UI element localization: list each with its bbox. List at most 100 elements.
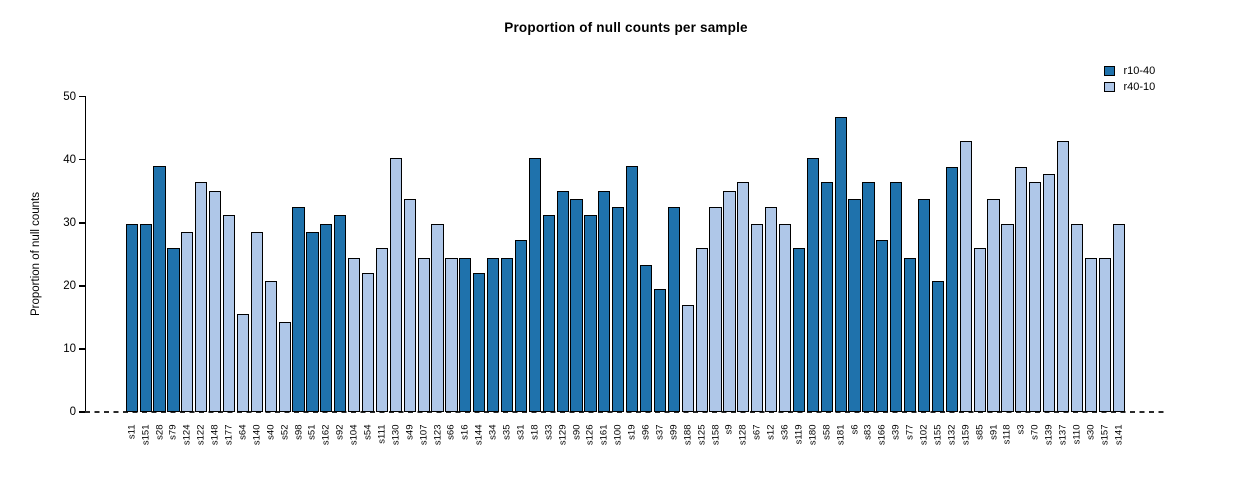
x-axis-label-s91: s91 [988, 424, 1000, 440]
bar-s34 [487, 257, 500, 413]
x-axis-label-s98: s98 [293, 424, 305, 440]
x-axis-label-s110: s110 [1071, 424, 1083, 445]
x-axis-label-s128: s128 [737, 424, 749, 446]
bar-s99 [667, 206, 680, 413]
bar-s111 [375, 248, 389, 413]
x-axis-label-s159: s159 [960, 424, 972, 446]
x-axis-label-s67: s67 [751, 424, 763, 440]
x-axis-label-s148: s148 [209, 424, 221, 446]
x-axis-label-s3: s3 [1015, 424, 1027, 435]
x-axis-label-s31: s31 [515, 424, 527, 440]
legend-item-r40-10: r40-10 [1104, 81, 1155, 93]
legend-item-r10-40: r10-40 [1104, 65, 1155, 77]
x-axis-label-s122: s122 [195, 424, 207, 446]
bar-s159 [959, 141, 972, 413]
bar-s11 [125, 224, 138, 413]
bar-s36 [778, 224, 792, 413]
x-axis-label-s158: s158 [710, 424, 722, 446]
bar-s157 [1098, 257, 1111, 413]
x-axis-label-s64: s64 [237, 424, 249, 440]
x-axis-label-s107: s107 [418, 424, 430, 446]
x-axis-label-s9: s9 [723, 424, 735, 435]
bar-s64 [236, 313, 250, 413]
bar-s181 [834, 116, 847, 413]
bar-s122 [195, 182, 208, 413]
bar-s19 [626, 165, 639, 413]
bar-s148 [209, 191, 222, 413]
x-axis-label-s36: s36 [779, 424, 791, 440]
bar-s98 [292, 206, 305, 413]
x-axis-label-s124: s124 [181, 424, 193, 446]
x-axis-label-s130: s130 [390, 424, 402, 446]
y-axis-tick [79, 95, 85, 98]
bar-s125 [695, 248, 708, 413]
y-axis-line [84, 96, 86, 413]
bar-s9 [723, 191, 736, 413]
bar-s158 [709, 206, 722, 413]
bar-s102 [917, 199, 931, 413]
y-axis-tick-label: 40 [63, 153, 76, 166]
x-axis-label-s144: s144 [473, 424, 485, 446]
x-axis-label-s51: s51 [306, 424, 318, 440]
x-axis-label-s35: s35 [501, 424, 513, 440]
bar-s118 [1001, 224, 1014, 413]
bar-s35 [500, 257, 514, 413]
y-axis-tick-label: 10 [63, 343, 76, 356]
legend-swatch-r40-10 [1104, 81, 1115, 93]
bar-s58 [820, 182, 833, 413]
x-axis-label-s99: s99 [668, 424, 680, 440]
x-axis-label-s40: s40 [265, 424, 277, 440]
bar-s96 [639, 265, 653, 413]
bar-s137 [1056, 141, 1070, 413]
x-axis-label-s33: s33 [543, 424, 555, 440]
bar-s66 [445, 257, 458, 413]
x-axis-label-s141: s141 [1113, 424, 1125, 446]
x-axis-label-s166: s166 [876, 424, 888, 446]
bar-s123 [431, 224, 444, 413]
bar-s31 [514, 240, 528, 413]
x-axis-label-s161: s161 [598, 424, 610, 446]
y-axis-tick [79, 158, 85, 161]
x-axis-label-s129: s129 [557, 424, 569, 446]
bar-s70 [1029, 182, 1042, 413]
bar-s104 [348, 257, 361, 413]
x-axis-label-s30: s30 [1085, 424, 1097, 440]
bar-s6 [848, 199, 861, 413]
x-axis-label-s28: s28 [154, 424, 166, 440]
bar-s85 [973, 248, 986, 413]
x-axis-label-s11: s11 [126, 424, 138, 440]
bar-s3 [1015, 166, 1028, 413]
bar-s119 [792, 248, 806, 413]
bar-s54 [361, 273, 375, 413]
x-axis-label-s19: s19 [626, 424, 638, 440]
bar-s83 [862, 182, 875, 413]
y-axis-tick [79, 222, 85, 224]
bar-s166 [876, 240, 889, 413]
x-axis-label-s123: s123 [432, 424, 444, 446]
y-axis-tick-label: 30 [63, 216, 76, 229]
y-axis-tick-label: 0 [69, 406, 76, 419]
x-axis-label-s58: s58 [821, 424, 833, 440]
bar-s144 [473, 273, 486, 413]
bar-s67 [751, 224, 764, 413]
bar-s12 [765, 206, 778, 413]
x-axis-label-s137: s137 [1057, 424, 1069, 446]
x-axis-label-s119: s119 [793, 424, 805, 445]
x-axis-label-s180: s180 [807, 424, 819, 446]
x-axis-label-s132: s132 [946, 424, 958, 446]
x-axis-label-s52: s52 [279, 424, 291, 440]
y-axis-tick [79, 285, 85, 287]
bar-s151 [139, 224, 152, 413]
x-axis-label-s139: s139 [1043, 424, 1055, 446]
x-axis-label-s85: s85 [974, 424, 986, 440]
bar-s110 [1070, 224, 1084, 413]
y-axis-tick [79, 411, 85, 413]
bar-s49 [403, 198, 416, 413]
x-axis-label-s6: s6 [849, 424, 861, 435]
x-axis-label-s155: s155 [932, 424, 944, 446]
bar-s39 [890, 182, 903, 413]
bar-s90 [570, 199, 583, 413]
bar-s140 [250, 232, 263, 413]
bar-s79 [167, 248, 180, 413]
